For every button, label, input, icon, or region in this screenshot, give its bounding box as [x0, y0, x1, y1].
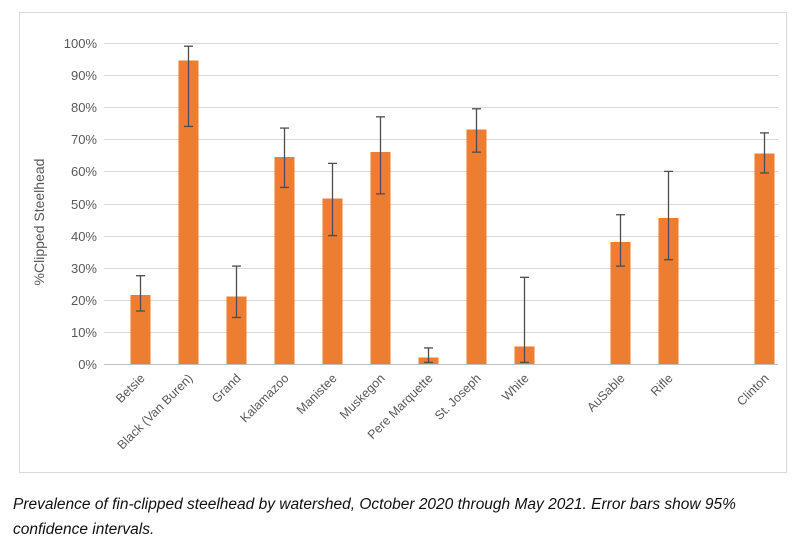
x-category-label-betsie: Betsie	[113, 371, 147, 405]
caption-line: Prevalence of fin-clipped steelhead by w…	[13, 496, 736, 513]
x-category-label-manistee: Manistee	[294, 371, 340, 417]
y-tick-label-100%: 100%	[64, 36, 98, 51]
chart-frame	[19, 12, 787, 473]
y-tick-label-40%: 40%	[71, 229, 97, 244]
bar-muskegon	[370, 152, 391, 364]
bar-manistee	[322, 198, 343, 364]
x-category-label-ausable: AuSable	[584, 371, 627, 414]
bar-grand	[226, 296, 247, 364]
y-tick-label-50%: 50%	[71, 197, 97, 212]
bar-chart: 0% 10% 20% 30% 40% 50% 60% 70% 80% 90% 100% %Clippe…	[19, 12, 787, 473]
x-category-label-st-joseph: St. Joseph	[432, 371, 484, 423]
y-tick-label-60%: 60%	[71, 164, 97, 179]
y-tick-label-30%: 30%	[71, 261, 97, 276]
bar-rifle	[658, 217, 679, 364]
bar-betsie	[130, 294, 151, 364]
caption-line: confidence intervals.	[13, 521, 155, 538]
x-category-label-white: White	[499, 371, 532, 404]
bar-black-van-buren	[178, 60, 199, 364]
y-tick-label-0%: 0%	[78, 357, 97, 372]
y-tick-label-20%: 20%	[71, 293, 97, 308]
y-tick-label-10%: 10%	[71, 325, 97, 340]
y-tick-label-70%: 70%	[71, 132, 97, 147]
bar-clinton	[754, 153, 775, 364]
y-axis-title: %Clipped Steelhead	[31, 159, 47, 286]
x-category-label-muskegon: Muskegon	[337, 371, 388, 422]
bar-ausable	[610, 242, 631, 364]
x-category-label-clinton: Clinton	[734, 371, 771, 408]
bar-kalamazoo	[274, 156, 295, 364]
figure-caption: Prevalence of fin-clipped steelhead by w…	[13, 492, 793, 542]
bar-st-joseph	[466, 129, 487, 364]
x-category-label-grand: Grand	[209, 371, 243, 405]
x-category-label-rifle: Rifle	[648, 371, 676, 399]
y-tick-label-80%: 80%	[71, 100, 97, 115]
y-tick-label-90%: 90%	[71, 68, 97, 83]
x-category-label-kalamazoo: Kalamazoo	[237, 371, 291, 425]
